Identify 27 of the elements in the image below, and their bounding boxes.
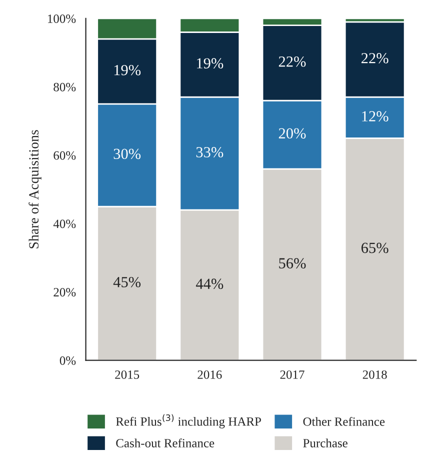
data-label: 33% — [196, 147, 224, 158]
y-tick-label: 80% — [54, 82, 76, 92]
y-tick-label: 40% — [53, 220, 76, 228]
data-label: 19% — [197, 58, 224, 69]
legend-label: Purchase — [303, 438, 348, 448]
data-label: 44% — [196, 278, 224, 290]
data-label: 56% — [279, 258, 306, 269]
data-label: 19% — [114, 64, 141, 76]
data-label: 22% — [362, 53, 388, 64]
legend-label: Other Refinance — [303, 416, 385, 426]
data-label: 22% — [278, 56, 306, 67]
y-axis-title: Share of Acquisitions — [28, 130, 42, 248]
y-tick-label: 0% — [60, 356, 76, 365]
legend-label: Cash-out Refinance — [116, 438, 214, 448]
x-tick-label: 2017 — [280, 370, 304, 379]
x-tick-label: 2015 — [115, 370, 140, 379]
y-tick-label: 20% — [54, 288, 76, 296]
y-tick-label: 100% — [48, 14, 76, 23]
data-label: 65% — [361, 242, 388, 254]
data-label: 45% — [113, 276, 141, 288]
data-label: 20% — [278, 128, 306, 139]
data-label: 12% — [362, 111, 388, 122]
data-label: 30% — [114, 148, 141, 160]
x-tick-label: 2018 — [362, 370, 387, 379]
legend-label: Refi Plus$^{(3)}$ including HARP — [116, 414, 261, 428]
y-tick-label: 60% — [54, 151, 76, 160]
x-tick-label: 2016 — [198, 370, 222, 379]
